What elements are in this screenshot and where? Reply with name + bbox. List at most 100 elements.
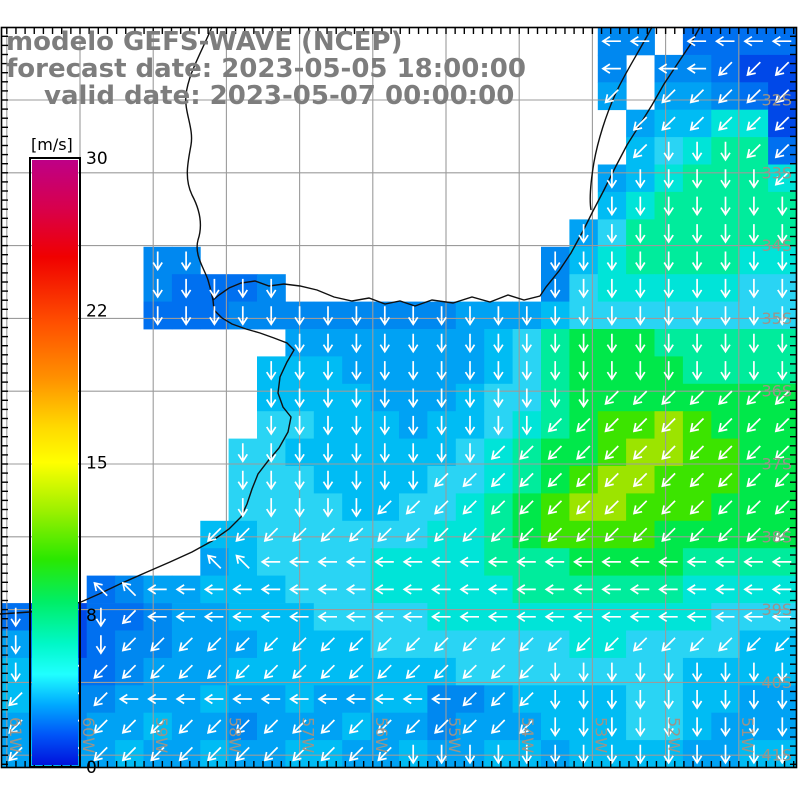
wind-arrow bbox=[718, 61, 733, 77]
wind-arrow bbox=[521, 388, 533, 409]
wind-arrow bbox=[771, 35, 792, 47]
wind-arrow bbox=[663, 251, 674, 272]
wind-arrow bbox=[294, 415, 305, 436]
wind-arrow bbox=[720, 690, 731, 710]
wind-arrow bbox=[576, 500, 591, 515]
wind-arrow bbox=[544, 556, 565, 568]
wind-arrow bbox=[93, 581, 108, 597]
wind-arrow bbox=[374, 556, 394, 568]
wind-arrow bbox=[464, 443, 476, 463]
wind-arrow bbox=[718, 445, 733, 460]
wind-arrow bbox=[658, 584, 678, 595]
wind-arrow bbox=[434, 527, 449, 543]
wind-arrow bbox=[407, 361, 419, 381]
wind-arrow bbox=[663, 278, 674, 299]
wind-arrow bbox=[606, 333, 618, 354]
latitude-label: 39S bbox=[761, 600, 792, 619]
wind-arrow bbox=[464, 333, 476, 354]
wind-arrow bbox=[777, 361, 788, 381]
wind-arrow bbox=[265, 498, 277, 518]
wind-arrow bbox=[718, 116, 733, 131]
wind-arrow bbox=[121, 719, 137, 734]
wind-arrow bbox=[720, 361, 731, 381]
wind-arrow bbox=[152, 278, 163, 299]
wind-arrow bbox=[434, 472, 449, 488]
latitude-labels: 32S 33S 34S 35S 36S 37S 38S 39S 40S 41S bbox=[761, 91, 792, 765]
wind-arrow bbox=[632, 143, 648, 159]
wind-arrow bbox=[743, 556, 763, 568]
wind-arrow bbox=[691, 278, 703, 299]
wind-arrow bbox=[720, 717, 731, 737]
wind-arrow bbox=[686, 556, 707, 568]
wind-arrow bbox=[606, 251, 618, 272]
wind-arrow bbox=[576, 527, 591, 543]
wind-arrow bbox=[663, 224, 674, 244]
wind-arrow bbox=[493, 388, 504, 409]
wind-arrow bbox=[774, 527, 790, 543]
wind-arrow bbox=[150, 719, 165, 734]
wind-arrow bbox=[93, 691, 108, 707]
wind-arrow bbox=[377, 527, 392, 543]
wind-arrow bbox=[686, 63, 707, 74]
wind-arrow bbox=[691, 717, 703, 737]
wind-arrow bbox=[490, 527, 506, 543]
wind-arrow bbox=[746, 527, 761, 543]
wind-arrow bbox=[549, 306, 561, 326]
wind-arrow bbox=[519, 637, 534, 652]
wind-arrow bbox=[493, 361, 504, 381]
wind-arrow bbox=[490, 445, 506, 460]
wind-arrow bbox=[658, 556, 678, 568]
wind-arrow bbox=[519, 719, 534, 734]
wind-arrow bbox=[632, 116, 648, 131]
wind-arrow bbox=[746, 417, 761, 433]
wind-arrow bbox=[519, 472, 534, 488]
wind-arrow bbox=[601, 556, 621, 568]
wind-arrow bbox=[379, 470, 391, 491]
wind-arrow bbox=[263, 746, 279, 762]
wind-arrow bbox=[748, 306, 760, 326]
wind-arrow bbox=[402, 693, 423, 705]
wind-arrow bbox=[407, 388, 419, 409]
wind-arrow bbox=[604, 472, 619, 488]
wind-arrow bbox=[289, 556, 309, 568]
wind-arrow bbox=[578, 278, 589, 299]
wind-arrow bbox=[661, 500, 676, 515]
wind-arrow bbox=[635, 717, 646, 737]
wind-arrow bbox=[405, 719, 421, 734]
wind-arrow bbox=[322, 306, 334, 326]
colorbar-border bbox=[29, 157, 81, 768]
wind-arrow bbox=[462, 637, 477, 652]
wind-arrow bbox=[720, 251, 731, 272]
wind-arrow bbox=[260, 584, 281, 595]
wind-arrow bbox=[265, 361, 277, 381]
wind-arrow bbox=[771, 611, 792, 623]
longitude-label: 56W bbox=[372, 717, 391, 753]
wind-arrow bbox=[292, 664, 307, 679]
coastline-path bbox=[0, 26, 701, 615]
wind-arrow bbox=[519, 691, 534, 707]
colorbar-tick-labels: 30 22 15 8 0 bbox=[86, 149, 108, 778]
wind-arrow bbox=[379, 415, 391, 436]
wind-arrow bbox=[292, 637, 307, 652]
wind-arrow bbox=[464, 388, 476, 409]
wind-arrow bbox=[714, 556, 735, 568]
wind-arrow bbox=[294, 361, 305, 381]
wind-arrow bbox=[691, 251, 703, 272]
wind-arrow bbox=[374, 584, 394, 595]
coastline bbox=[0, 26, 701, 615]
wind-arrow bbox=[661, 637, 676, 652]
wind-arrow bbox=[150, 746, 165, 762]
wind-arrow bbox=[661, 390, 676, 406]
map-frame bbox=[0, 26, 798, 769]
wind-arrow bbox=[152, 251, 163, 272]
wind-arrow bbox=[434, 664, 449, 679]
wind-arrow bbox=[322, 443, 334, 463]
wind-arrow bbox=[743, 611, 763, 623]
wind-arrow bbox=[493, 415, 504, 436]
wind-arrow bbox=[490, 664, 506, 680]
wind-arrow bbox=[635, 278, 646, 299]
wind-arrow bbox=[746, 143, 761, 159]
wind-arrow bbox=[516, 584, 536, 595]
wind-arrow bbox=[691, 224, 703, 244]
wind-arrow bbox=[604, 417, 619, 433]
